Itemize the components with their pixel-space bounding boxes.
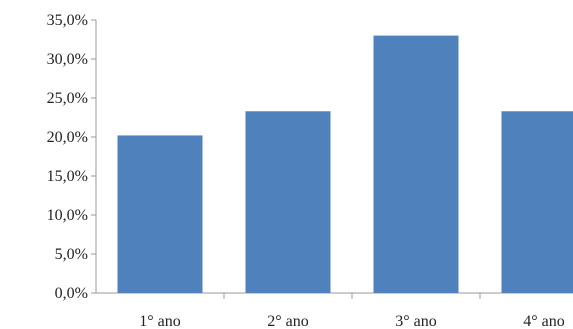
bar — [373, 35, 459, 293]
category-labels: 1° ano 2° ano 3° ano 4° ano — [139, 313, 565, 329]
y-tick-label: 30,0% — [47, 51, 88, 68]
x-axis — [96, 292, 573, 299]
bar — [245, 111, 331, 293]
y-tick-label: 0,0% — [55, 285, 88, 302]
y-tick-label: 15,0% — [47, 168, 88, 185]
y-axis: 0,0% 5,0% 10,0% 15,0% 20,0% 25,0% 30,0% 35,0% — [47, 12, 97, 302]
bar — [117, 135, 203, 293]
y-tick-label: 5,0% — [55, 246, 88, 263]
x-category-label: 2° ano — [267, 313, 309, 329]
y-tick-label: 20,0% — [47, 129, 88, 146]
x-category-label: 1° ano — [139, 313, 181, 329]
y-tick-label: 10,0% — [47, 207, 88, 224]
bar — [501, 111, 573, 293]
y-tick-label: 25,0% — [47, 90, 88, 107]
x-category-label: 3° ano — [395, 313, 437, 329]
bars — [117, 35, 573, 293]
y-tick-label: 35,0% — [47, 12, 88, 29]
x-category-label: 4° ano — [523, 313, 565, 329]
